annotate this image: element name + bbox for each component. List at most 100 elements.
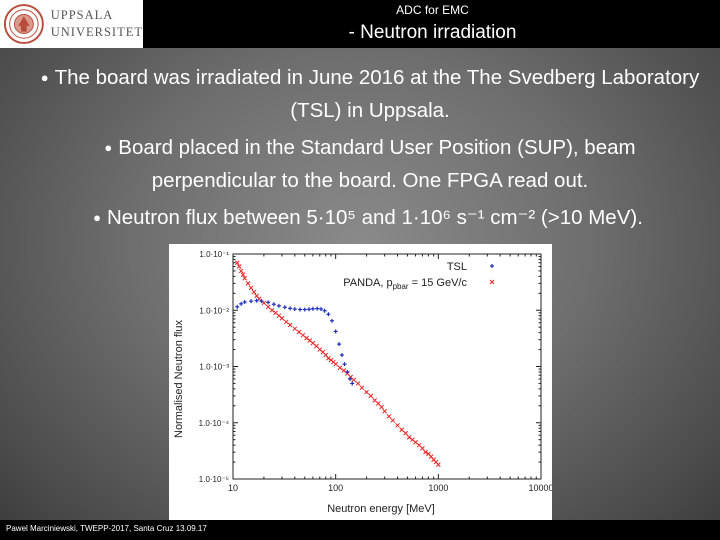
y-tick-label: 1.0·10⁻³	[199, 363, 229, 372]
tsl-data-point	[302, 307, 307, 312]
tsl-data-point	[282, 305, 287, 310]
panda-data-point	[245, 281, 251, 286]
bullet-dot-icon: ●	[93, 210, 101, 225]
bullet-text: Board placed in the Standard User Positi…	[118, 136, 636, 192]
x-axis-label: Neutron energy [MeV]	[327, 503, 435, 515]
panda-data-point	[333, 361, 339, 367]
panda-data-point	[375, 401, 381, 406]
tsl-data-point	[276, 303, 281, 308]
bullet-dot-icon: ●	[40, 70, 49, 85]
tsl-data-point	[266, 300, 271, 305]
slide-title: - Neutron irradiation	[348, 22, 517, 43]
tsl-data-point	[319, 307, 324, 312]
tsl-data-point	[350, 381, 355, 386]
tsl-data-point	[345, 369, 350, 374]
panda-data-point	[435, 462, 441, 467]
panda-data-point	[382, 408, 388, 414]
footer-bar	[0, 520, 720, 540]
legend-marker-tsl	[490, 264, 494, 268]
panda-data-point	[351, 377, 357, 383]
tsl-data-point	[342, 362, 347, 367]
panda-data-point	[386, 413, 392, 419]
tsl-data-point	[315, 306, 320, 311]
panda-data-point	[248, 285, 254, 291]
panda-data-point	[406, 435, 412, 440]
panda-data-point	[236, 264, 242, 269]
tsl-data-point	[339, 353, 344, 358]
panda-data-point	[359, 385, 365, 391]
y-axis-label: Normalised Neutron flux	[173, 320, 185, 438]
panda-data-point	[251, 289, 257, 295]
legend-marker-panda	[489, 279, 495, 285]
slide-subtitle: ADC for EMC	[396, 3, 469, 17]
panda-data-point	[355, 381, 361, 386]
tsl-data-point	[329, 318, 334, 323]
tsl-data-point	[307, 307, 312, 312]
panda-data-point	[337, 365, 343, 371]
panda-data-point	[287, 322, 293, 328]
x-tick-label: 10000	[528, 483, 552, 493]
bullet-item: ● The board was irradiated in June 2016 a…	[40, 62, 700, 126]
tsl-data-point	[239, 301, 244, 306]
panda-data-point	[234, 260, 240, 266]
tsl-data-point	[271, 302, 276, 307]
bullet-item: ● Neutron flux between 5·10⁵ and 1·10⁶ s⁻…	[28, 202, 708, 235]
university-logo: UPPSALA UNIVERSITET	[0, 0, 143, 48]
chart-svg: 1.0·10⁻¹ 1.0·10⁻² 1.0·10⁻³ 1.0·10⁻⁴ 1.0·10⁻⁵…	[173, 250, 552, 515]
tsl-data-point	[348, 376, 353, 381]
tsl-data-point	[298, 307, 303, 312]
neutron-flux-chart: 1.0·10⁻¹ 1.0·10⁻² 1.0·10⁻³ 1.0·10⁻⁴ 1.0·10⁻⁵…	[169, 244, 552, 520]
panda-data-point	[399, 427, 405, 433]
university-seal-icon	[3, 4, 44, 44]
bullet-text: Neutron flux between 5·10⁵ and 1·10⁶ s⁻¹…	[106, 206, 643, 229]
tsl-data-point	[242, 300, 247, 305]
panda-data-point	[372, 398, 378, 403]
tsl-data-point	[337, 342, 342, 347]
tsl-data-point	[292, 307, 297, 312]
x-tick-label: 1000	[428, 483, 448, 493]
tsl-data-point	[235, 304, 240, 309]
footer-text: Pawel Marciniewski, TWEPP-2017, Santa Cr…	[6, 524, 207, 533]
y-tick-label: 1.0·10⁻⁵	[199, 475, 229, 484]
tsl-data-point	[310, 306, 315, 311]
tsl-data-point	[254, 298, 259, 303]
panda-data-point	[420, 446, 425, 451]
logo-line-1: UPPSALA	[50, 8, 114, 22]
x-tick-label: 10	[228, 483, 238, 493]
panda-data-point	[368, 393, 374, 399]
panda-data-point	[364, 389, 369, 395]
panda-data-point	[390, 418, 396, 423]
bullet-text: The board was irradiated in June 2016 at…	[54, 66, 700, 122]
y-tick-label: 1.0·10⁻⁴	[199, 419, 230, 428]
panda-data-point	[403, 430, 408, 436]
logo-line-2: UNIVERSITET	[50, 25, 143, 39]
panda-data-point	[283, 319, 289, 325]
tsl-data-point	[326, 312, 331, 317]
legend-label-tsl: TSL	[447, 261, 467, 273]
panda-data-point	[279, 315, 285, 321]
tsl-data-point	[322, 308, 327, 313]
panda-data-point	[326, 355, 331, 361]
panda-data-point	[304, 335, 309, 341]
panda-data-point	[265, 304, 271, 310]
tsl-data-point	[288, 306, 293, 311]
y-tick-label: 1.0·10⁻²	[199, 306, 229, 315]
panda-data-point	[269, 307, 275, 313]
x-tick-label: 100	[328, 483, 343, 493]
annotation-panda: PANDA, ppbar = 15 GeV/c	[343, 277, 467, 291]
tsl-data-point	[333, 329, 338, 334]
panda-data-point	[292, 326, 298, 332]
bullet-dot-icon: ●	[104, 140, 113, 155]
panda-data-point	[238, 268, 244, 274]
panda-data-point	[423, 449, 428, 455]
panda-data-point	[296, 329, 302, 335]
tsl-data-point	[249, 299, 254, 304]
panda-data-point	[242, 275, 248, 281]
panda-data-point	[240, 272, 246, 277]
panda-data-point	[395, 422, 400, 428]
tsl-data-point	[259, 299, 264, 304]
panda-data-point	[314, 343, 319, 349]
y-tick-label: 1.0·10⁻¹	[199, 250, 229, 259]
bullet-item: ● Board placed in the Standard User Posit…	[40, 132, 700, 196]
panda-data-point	[379, 404, 384, 410]
